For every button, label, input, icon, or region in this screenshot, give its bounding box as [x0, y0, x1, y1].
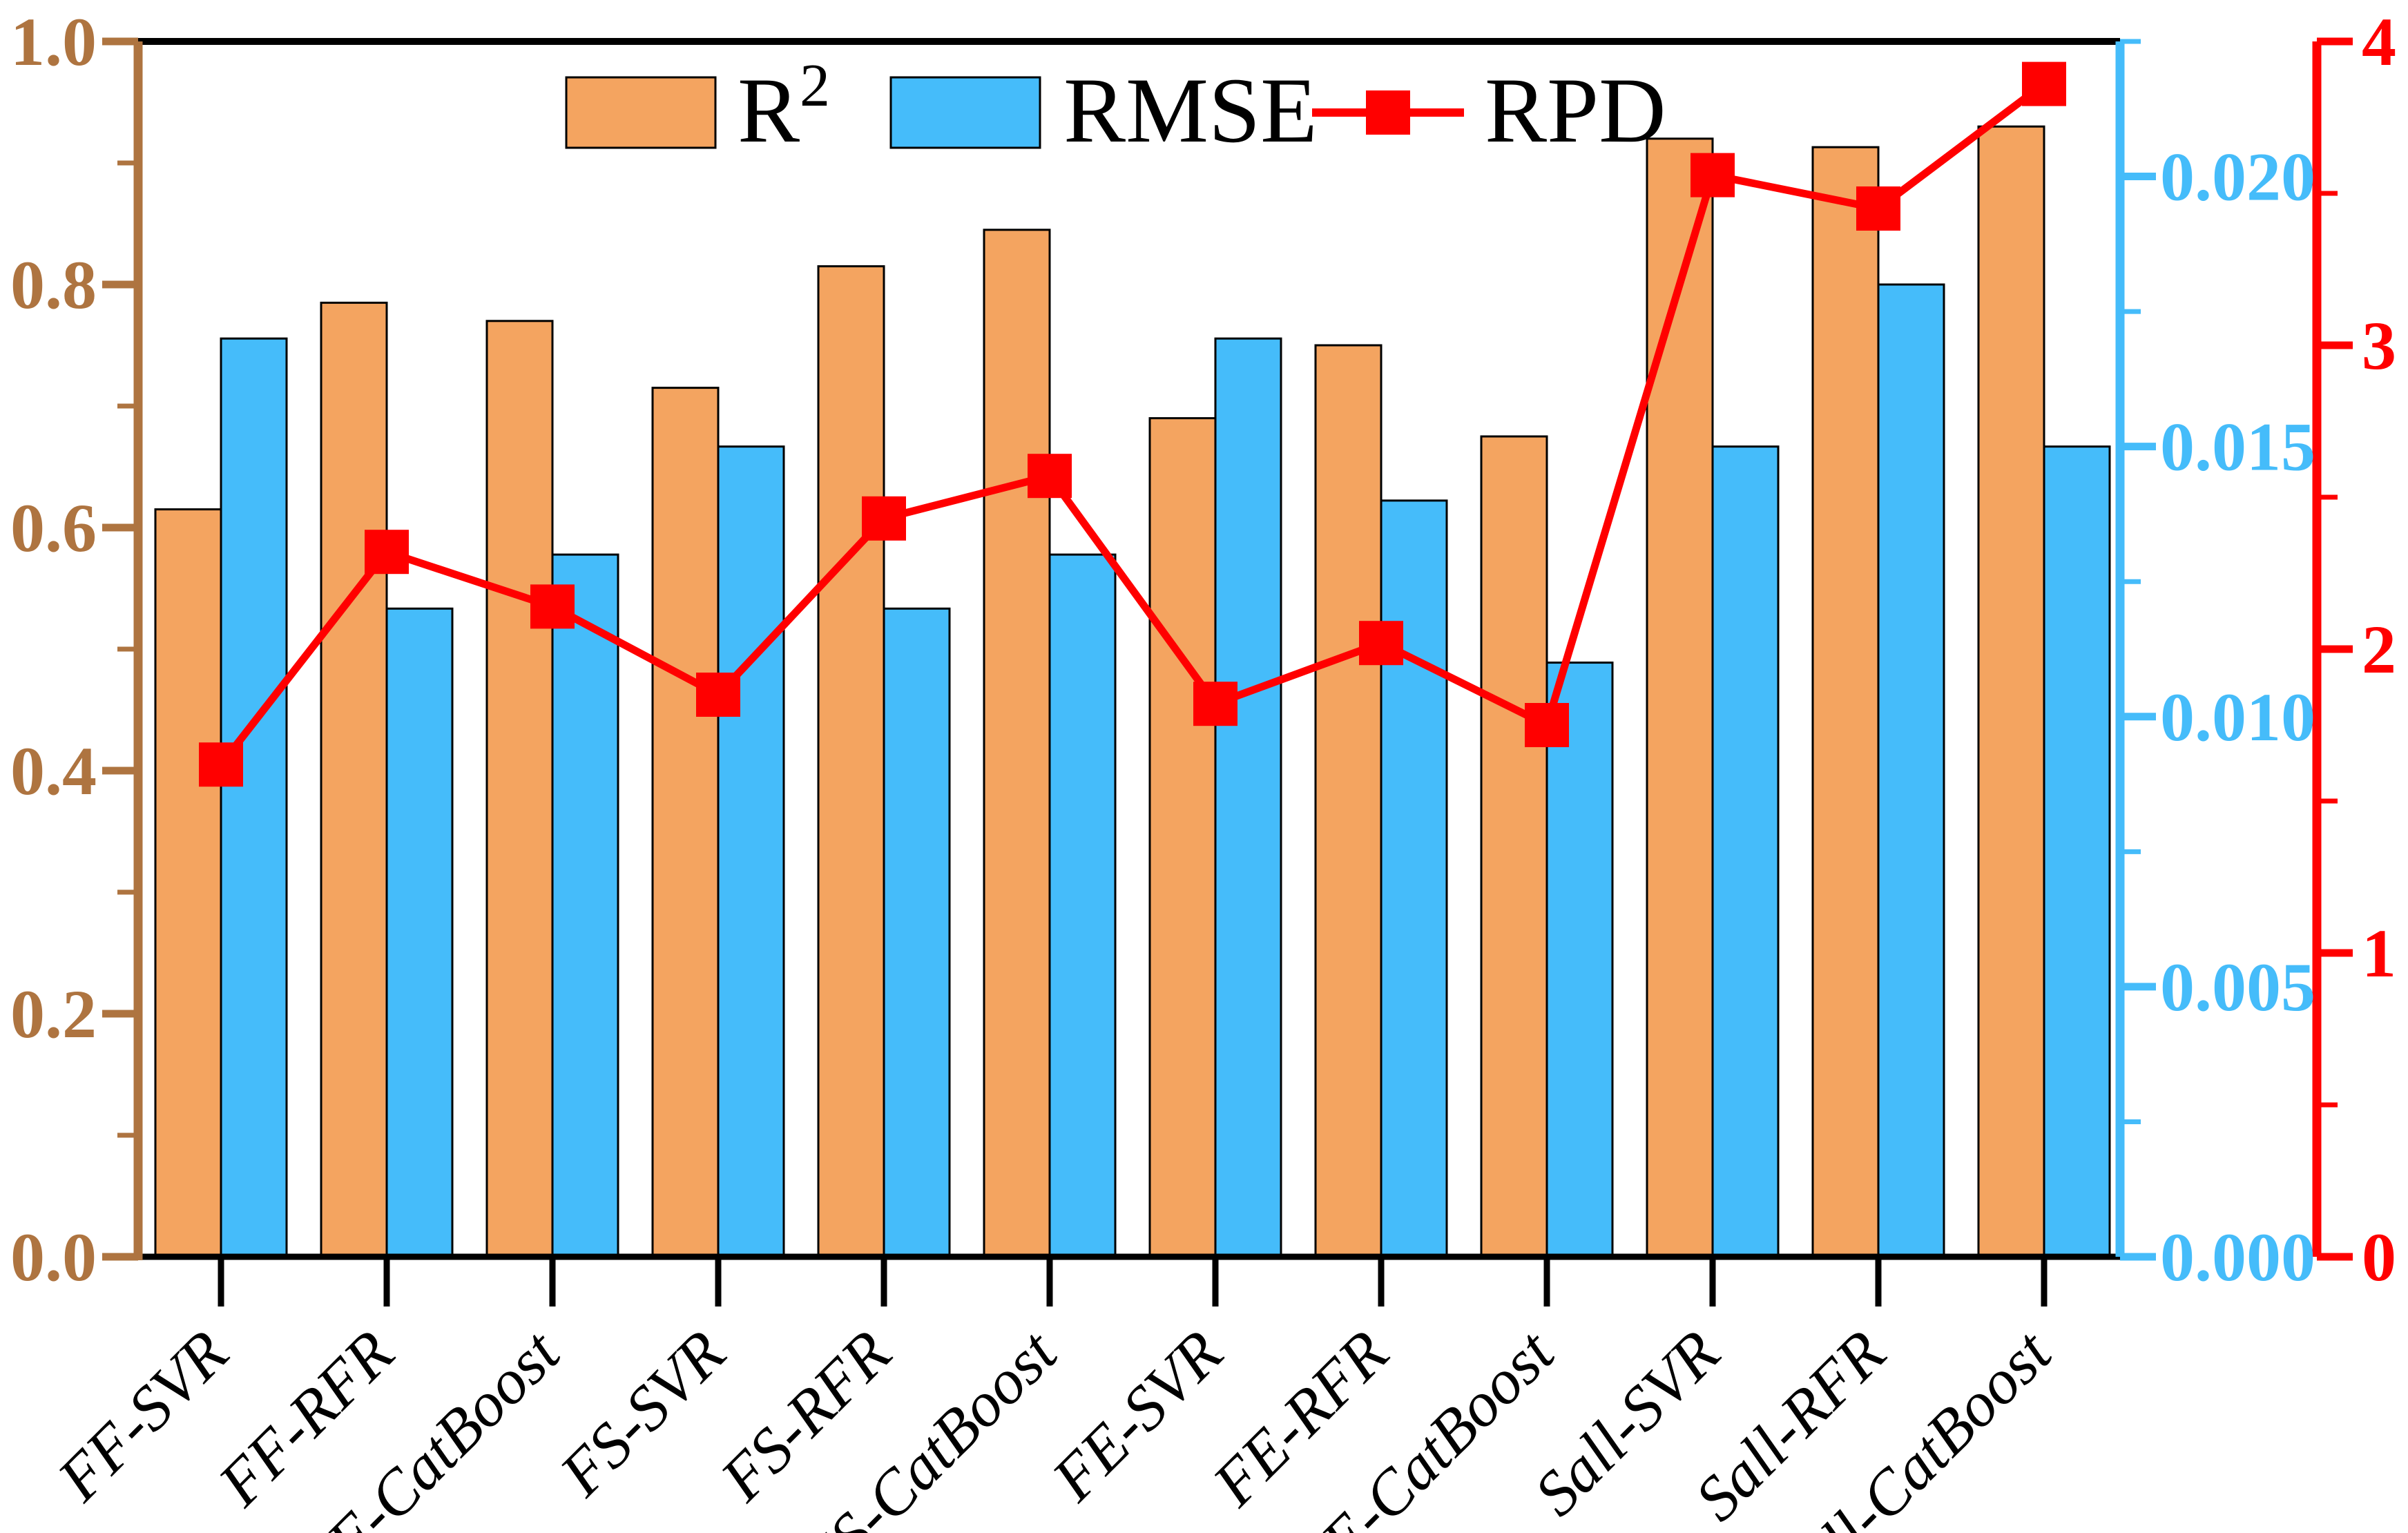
axis-tick-label: 2 — [2362, 611, 2396, 688]
axis-tick-label: 0.8 — [10, 247, 97, 323]
axis-tick-label: 0.020 — [2160, 139, 2315, 215]
x-category-label: FE-SVR — [1038, 1317, 1235, 1514]
rpd-marker — [1856, 186, 1900, 231]
rpd-line — [218, 81, 2047, 767]
axis-tick-label: 0.000 — [2160, 1219, 2315, 1295]
rmse-bar — [1048, 553, 1117, 1258]
axis-tick-label: 0.2 — [10, 976, 97, 1052]
axis-tick-label: 0.010 — [2160, 679, 2315, 755]
axis-tick-label: 0.4 — [10, 733, 97, 809]
rmse-bar — [1545, 662, 1614, 1258]
axis-tick-label: 3 — [2362, 307, 2396, 384]
axis-tick-label: 0 — [2362, 1219, 2396, 1295]
axis-tick-label: 1 — [2362, 915, 2396, 992]
axis-tick-label: 1.0 — [10, 3, 97, 80]
rpd-marker — [1525, 703, 1569, 747]
legend-r2-swatch — [565, 76, 717, 149]
legend: R2 RMSE RPD — [565, 52, 1666, 162]
x-category-label: FF-SVR — [44, 1317, 241, 1514]
r2-bar — [1646, 137, 1714, 1258]
rmse-bar — [1380, 499, 1448, 1258]
rmse-bar — [2043, 445, 2111, 1258]
r2-bar — [817, 265, 885, 1258]
rpd-marker — [862, 496, 906, 541]
r2-bar — [1977, 125, 2045, 1258]
r2-bar — [320, 301, 388, 1258]
rpd-marker — [1193, 682, 1237, 726]
r2-bar — [651, 387, 720, 1258]
legend-rmse-swatch — [889, 76, 1041, 149]
r2-bar — [1480, 435, 1548, 1258]
rmse-bar — [1877, 283, 1945, 1258]
rpd-marker — [199, 742, 243, 787]
axis-tick-label: 0.015 — [2160, 409, 2315, 485]
rpd-marker — [1359, 621, 1403, 666]
rpd-marker — [2022, 61, 2066, 106]
rpd-marker — [1691, 153, 1735, 197]
axis-tick-label: 4 — [2362, 3, 2396, 80]
rpd-marker — [365, 530, 409, 575]
legend-rmse-label: RMSE — [1063, 59, 1318, 162]
rmse-bar — [717, 445, 785, 1258]
r2-bar — [154, 508, 222, 1258]
axis-tick-label: 0.005 — [2160, 949, 2315, 1025]
x-category-label: FS-SVR — [546, 1317, 738, 1510]
rmse-bar — [551, 553, 619, 1258]
legend-rpd-label: RPD — [1485, 59, 1666, 162]
axis-tick-label: 0.0 — [10, 1219, 97, 1295]
rpd-marker — [696, 673, 740, 717]
rpd-marker — [530, 584, 575, 629]
legend-rpd-marker — [1366, 90, 1410, 135]
axis-tick-label: 0.6 — [10, 490, 97, 566]
rmse-bar — [220, 337, 288, 1258]
rmse-bar — [385, 607, 454, 1258]
r2-bar — [983, 229, 1051, 1258]
rmse-bar — [883, 607, 951, 1258]
rmse-bar — [1711, 445, 1780, 1258]
r2-bar — [1811, 146, 1880, 1258]
rpd-marker — [1028, 454, 1072, 499]
r2-bar — [485, 320, 554, 1258]
rmse-bar — [1214, 337, 1282, 1258]
r2-bar — [1314, 344, 1383, 1258]
r2-bar — [1148, 417, 1217, 1258]
legend-r2-label: R2 — [738, 52, 830, 162]
